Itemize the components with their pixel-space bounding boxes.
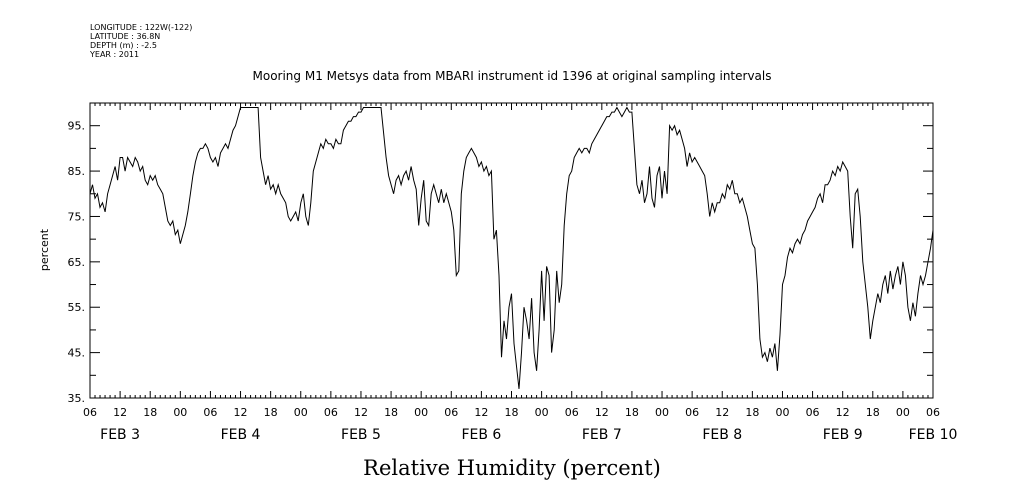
x-tick-label: 12 <box>113 406 127 419</box>
day-label: FEB 5 <box>341 427 381 443</box>
x-tick-label: 18 <box>745 406 759 419</box>
metadata-block: LONGITUDE : 122W(-122) LATITUDE : 36.8N … <box>89 23 192 59</box>
y-tick-label: 85. <box>68 165 86 178</box>
plot-frame <box>89 102 934 399</box>
x-tick-label: 00 <box>414 406 428 419</box>
x-tick-labels: 06 12 18 00 06 12 18 00 06 12 18 00 06 12 18 00 06 12 18 00… <box>83 406 940 419</box>
x-tick-label: 18 <box>264 406 278 419</box>
x-tick-label: 06 <box>203 406 217 419</box>
axis-ticks <box>89 102 934 399</box>
y-tick-label: 55. <box>68 301 86 314</box>
y-tick-label: 45. <box>68 347 86 360</box>
day-label: FEB 9 <box>823 427 863 443</box>
x-tick-label: 06 <box>565 406 579 419</box>
y-tick-label: 35. <box>68 392 86 405</box>
x-tick-label: 18 <box>384 406 398 419</box>
x-tick-label: 00 <box>173 406 187 419</box>
day-label: FEB 8 <box>702 427 742 443</box>
x-tick-label: 06 <box>444 406 458 419</box>
y-tick-label: 95. <box>68 120 86 133</box>
day-label: FEB 10 <box>909 427 958 443</box>
x-tick-label: 18 <box>505 406 519 419</box>
day-label: FEB 6 <box>461 427 501 443</box>
x-tick-label: 12 <box>234 406 248 419</box>
chart-title: Mooring M1 Metsys data from MBARI instru… <box>253 69 772 83</box>
latitude-label: LATITUDE : 36.8N <box>90 32 160 41</box>
y-axis-label: percent <box>38 228 51 271</box>
y-tick-label: 75. <box>68 210 86 223</box>
x-tick-label: 00 <box>535 406 549 419</box>
humidity-series-line <box>89 106 934 389</box>
day-label: FEB 4 <box>221 427 261 443</box>
x-tick-label: 06 <box>806 406 820 419</box>
day-labels: FEB 3 FEB 4 FEB 5 FEB 6 FEB 7 FEB 8 FEB 9 FEB 1… <box>100 427 957 443</box>
x-tick-label: 12 <box>474 406 488 419</box>
y-tick-labels: 35. 45. 55. 65. 75. 85. 95. <box>68 120 86 405</box>
x-tick-label: 18 <box>625 406 639 419</box>
day-label: FEB 3 <box>100 427 140 443</box>
longitude-label: LONGITUDE : 122W(-122) <box>90 23 192 32</box>
x-tick-label: 12 <box>715 406 729 419</box>
depth-label: DEPTH (m) : -2.5 <box>90 41 157 50</box>
x-tick-label: 06 <box>685 406 699 419</box>
x-tick-label: 12 <box>595 406 609 419</box>
x-axis-label: Relative Humidity (percent) <box>363 456 661 480</box>
x-tick-label: 06 <box>83 406 97 419</box>
x-tick-label: 06 <box>324 406 338 419</box>
x-tick-label: 18 <box>866 406 880 419</box>
y-tick-label: 65. <box>68 256 86 269</box>
x-tick-label: 00 <box>294 406 308 419</box>
x-tick-label: 06 <box>926 406 940 419</box>
x-tick-label: 00 <box>655 406 669 419</box>
x-tick-label: 00 <box>896 406 910 419</box>
x-tick-label: 18 <box>143 406 157 419</box>
x-tick-label: 12 <box>354 406 368 419</box>
x-tick-label: 00 <box>775 406 789 419</box>
x-tick-label: 12 <box>836 406 850 419</box>
day-label: FEB 7 <box>582 427 622 443</box>
year-label: YEAR : 2011 <box>89 50 139 59</box>
